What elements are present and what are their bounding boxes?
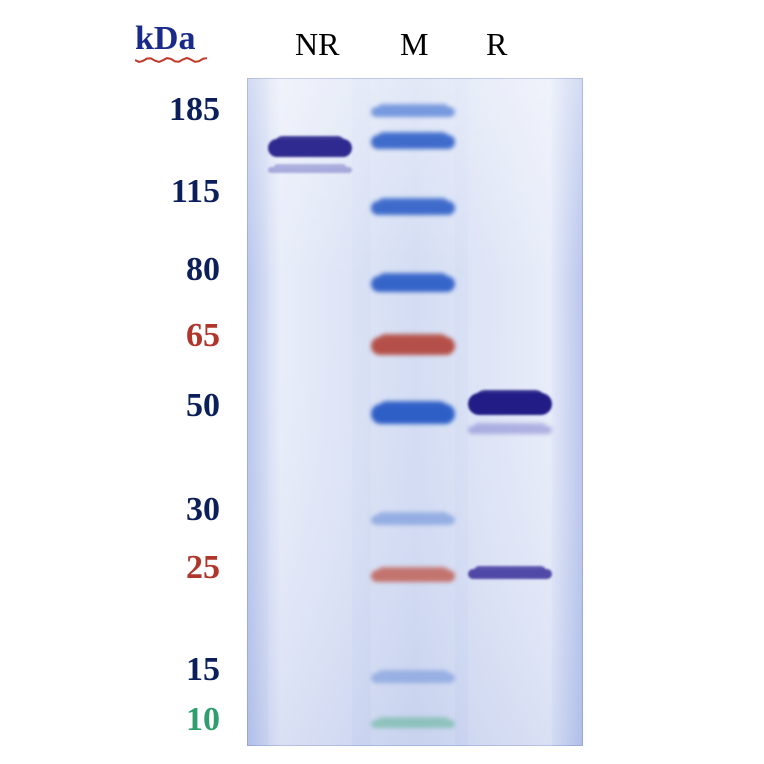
- kda-underline-wave: [135, 56, 209, 64]
- lane-label-nr: NR: [295, 26, 339, 63]
- mw-label: 10: [130, 701, 220, 739]
- mw-label: 65: [130, 317, 220, 355]
- mw-label: 25: [130, 549, 220, 587]
- gel-figure: kDa NR M R 185 115 80 65 50 30 25 15 10: [0, 0, 764, 764]
- mw-label: 80: [130, 251, 220, 289]
- lane-label-m: M: [400, 26, 428, 63]
- mw-label: 50: [130, 387, 220, 425]
- lane-label-r: R: [486, 26, 507, 63]
- mw-label: 185: [130, 91, 220, 129]
- mw-label: 115: [130, 173, 220, 211]
- gel-image: [247, 78, 583, 746]
- mw-label: 15: [130, 651, 220, 689]
- kda-axis-label: kDa: [135, 20, 195, 58]
- mw-label: 30: [130, 491, 220, 529]
